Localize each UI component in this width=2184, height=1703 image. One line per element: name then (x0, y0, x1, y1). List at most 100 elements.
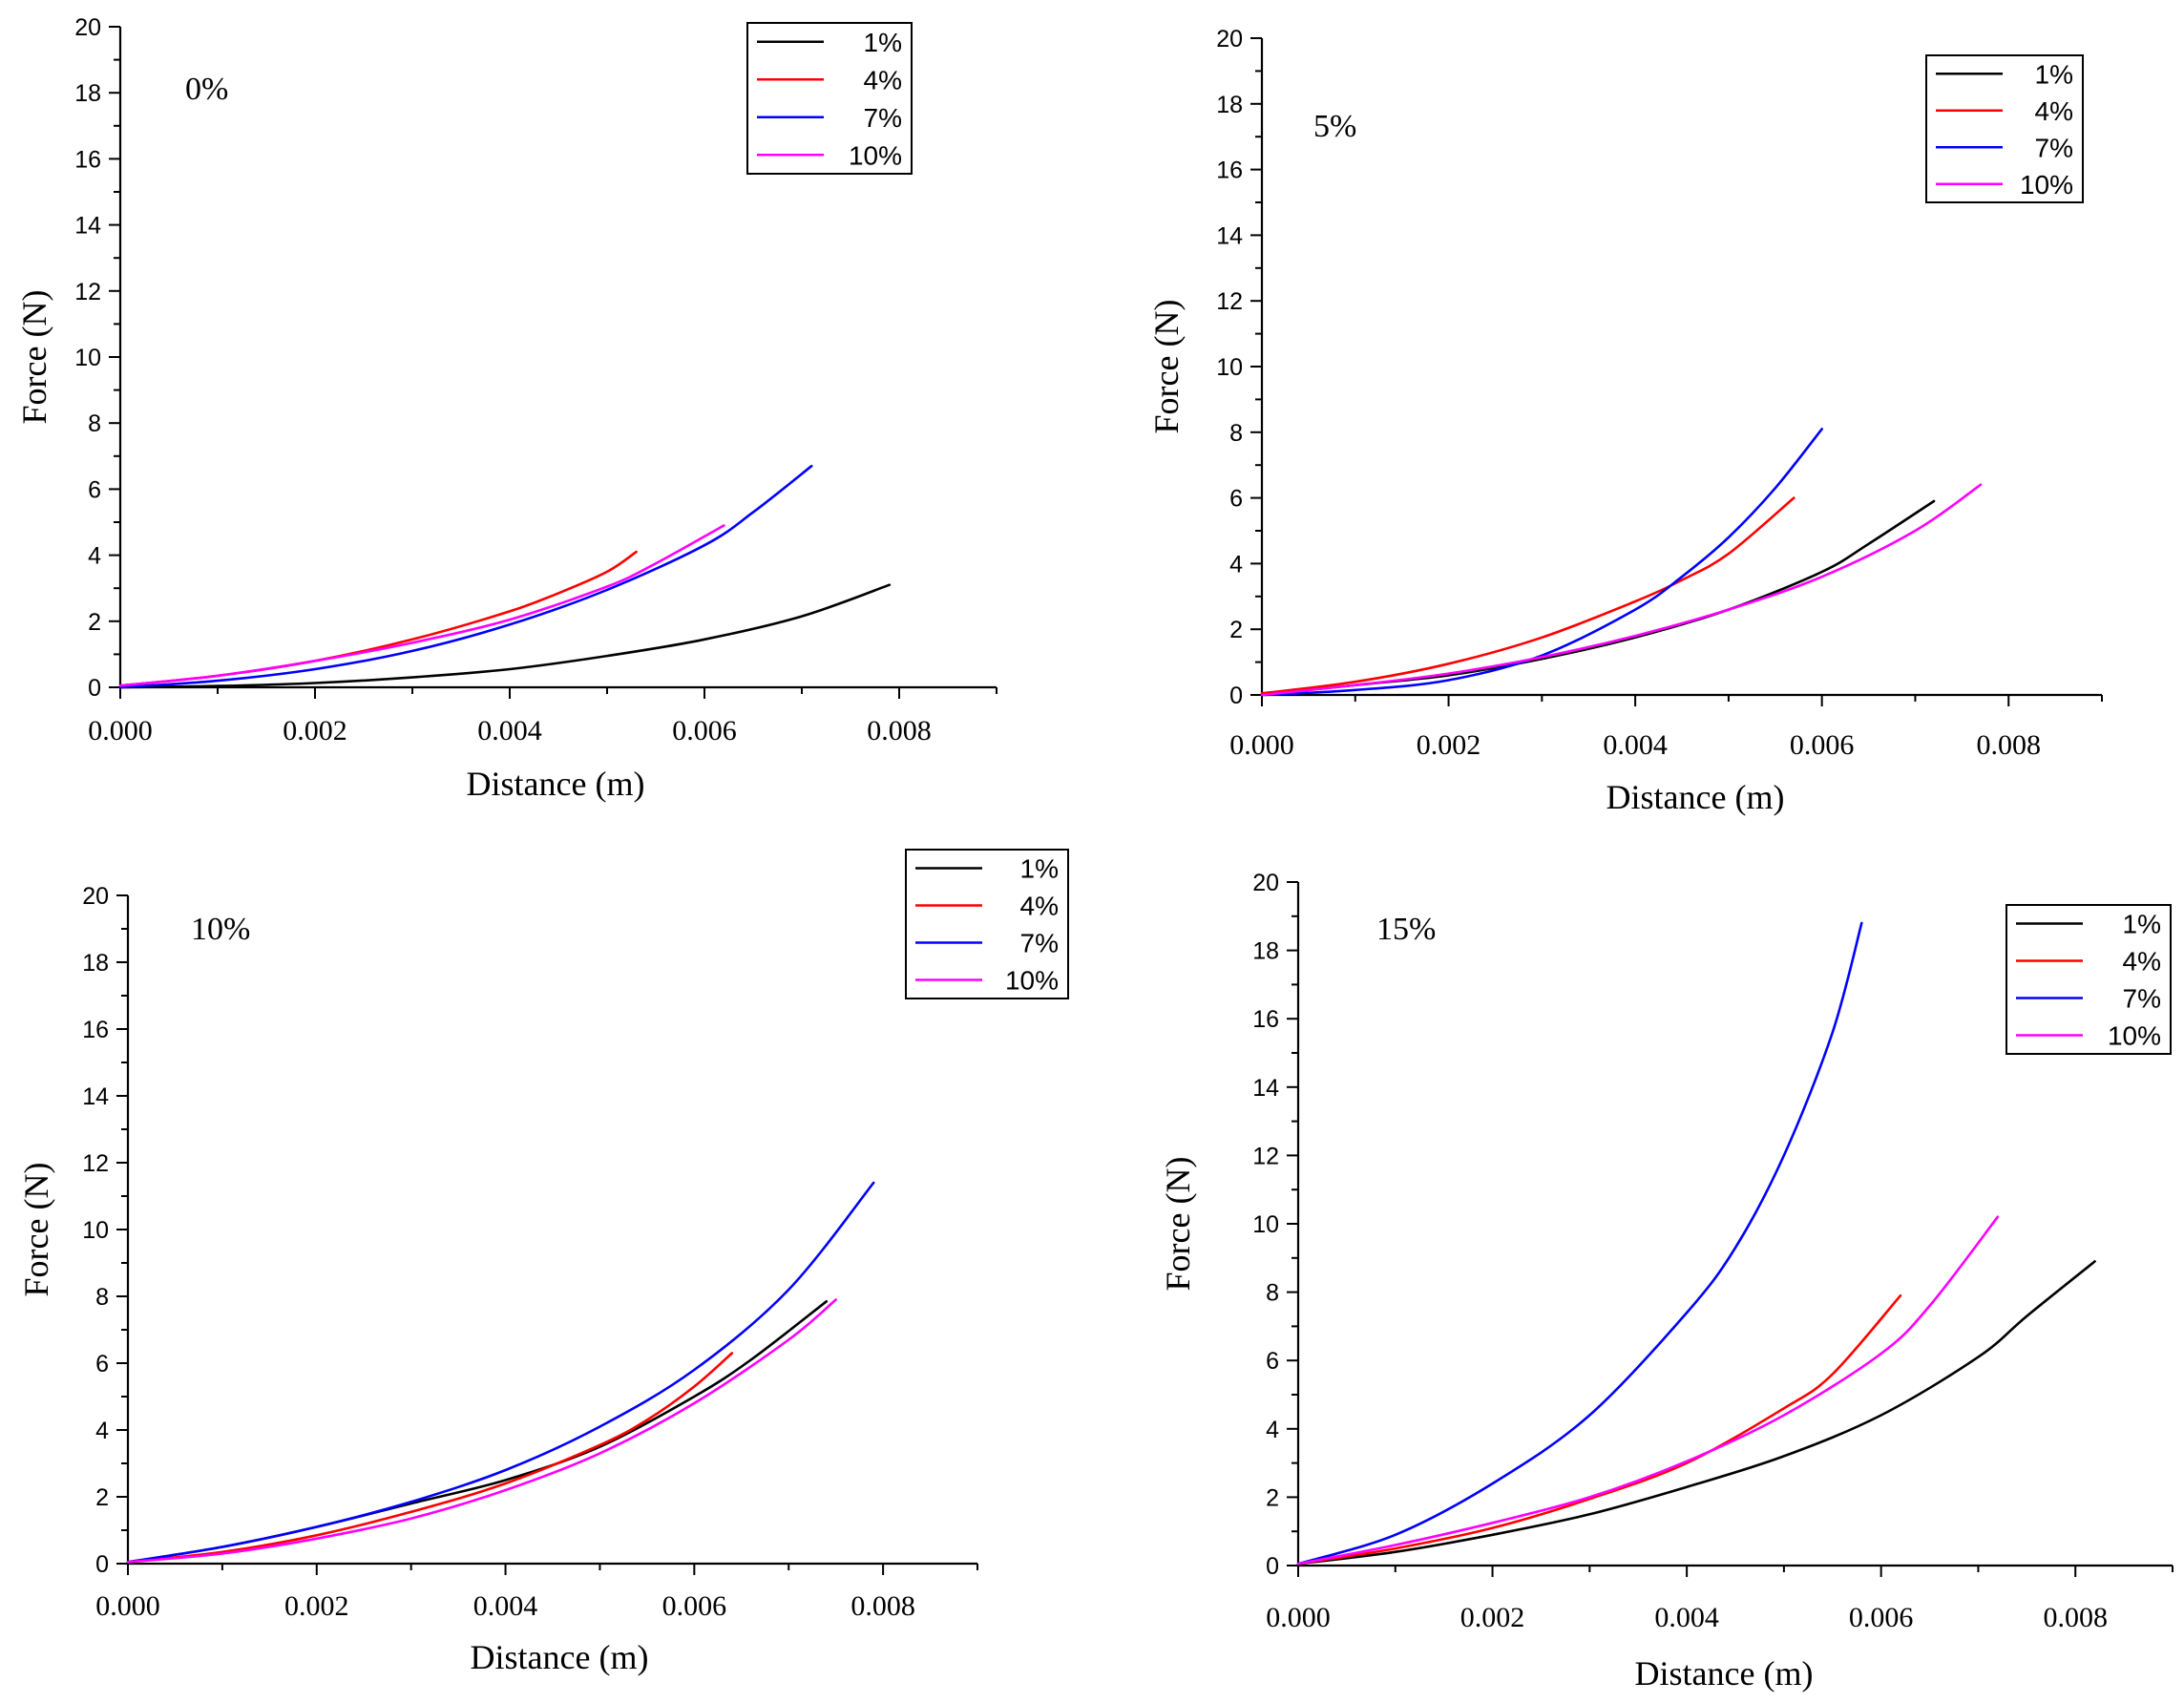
legend-label: 1% (1020, 854, 1059, 884)
x-tick-label: 0.004 (477, 715, 542, 746)
legend-label: 10% (1005, 966, 1059, 996)
legend-label: 10% (2020, 170, 2073, 200)
series-line-4pct (126, 1352, 734, 1564)
y-tick-label: 4 (1266, 1417, 1279, 1443)
y-tick-label: 18 (1216, 92, 1243, 118)
x-tick-label: 0.008 (867, 715, 932, 746)
y-tick-label: 2 (1229, 617, 1243, 643)
y-tick-label: 16 (1216, 158, 1243, 184)
y-tick-label: 10 (1216, 354, 1243, 381)
x-tick-label: 0.000 (88, 715, 153, 746)
y-tick-label: 18 (82, 950, 109, 977)
series-line-10pct (1296, 1215, 2000, 1566)
series-line-1pct (118, 583, 892, 689)
y-axis-title: Force (N) (1159, 1157, 1197, 1292)
legend-label: 7% (2035, 133, 2073, 162)
legend-label: 7% (1020, 929, 1059, 958)
y-tick-label: 2 (1266, 1484, 1279, 1511)
y-tick-label: 16 (82, 1017, 109, 1043)
y-tick-label: 12 (82, 1150, 109, 1177)
series-line-1pct (1260, 499, 1936, 697)
x-axis-title: Distance (m) (1635, 1654, 1814, 1692)
panel-title: 5% (1313, 109, 1356, 144)
series-line-7pct (126, 1181, 875, 1564)
y-tick-label: 20 (82, 883, 109, 910)
y-tick-label: 12 (1216, 288, 1243, 315)
legend-label: 4% (2123, 947, 2161, 977)
legend-label: 1% (864, 28, 902, 57)
y-tick-label: 12 (74, 279, 101, 305)
chart-panel-2: 0 2 4 6 8 10 12 14 16 18 20 0.000 0.002 0.004 0.006 0.0… (17, 849, 1069, 1676)
y-tick-label: 14 (74, 213, 101, 240)
y-tick-label: 4 (95, 1418, 109, 1444)
y-tick-label: 8 (88, 410, 101, 437)
series-line-1pct (126, 1300, 829, 1564)
y-tick-label: 6 (88, 476, 101, 503)
y-tick-label: 18 (74, 80, 101, 107)
legend-label: 1% (2035, 59, 2073, 89)
y-tick-label: 10 (74, 345, 101, 371)
y-tick-label: 6 (1229, 486, 1243, 513)
y-tick-label: 6 (1266, 1348, 1279, 1375)
y-tick-label: 0 (1229, 683, 1243, 709)
legend: 1% 4% 7% 10% (905, 849, 1069, 999)
y-tick-label: 8 (1229, 420, 1243, 447)
y-axis-title: Force (N) (17, 1163, 55, 1297)
x-tick-label: 0.002 (1417, 729, 1481, 761)
legend: 1% 4% 7% 10% (746, 22, 913, 175)
x-tick-label: 0.002 (284, 1590, 349, 1622)
x-tick-label: 0.000 (95, 1590, 160, 1622)
x-tick-label: 0.006 (1849, 1602, 1914, 1633)
x-tick-label: 0.008 (850, 1590, 915, 1622)
y-tick-label: 0 (95, 1551, 109, 1578)
x-tick-label: 0.004 (473, 1590, 538, 1622)
legend: 1% 4% 7% 10% (1925, 54, 2084, 203)
legend-box (2006, 904, 2172, 1055)
y-tick-label: 2 (88, 609, 101, 636)
x-tick-label: 0.008 (1976, 729, 2041, 761)
y-tick-label: 18 (1252, 938, 1279, 965)
series-line-1pct (1296, 1260, 2096, 1566)
x-tick-label: 0.002 (283, 715, 347, 746)
legend-label: 10% (2108, 1021, 2161, 1051)
y-tick-label: 10 (1252, 1211, 1279, 1238)
legend-box (905, 849, 1069, 999)
series-line-7pct (1260, 428, 1823, 697)
y-tick-label: 0 (88, 675, 101, 702)
series-line-10pct (1260, 483, 1983, 697)
x-axis-title: Distance (m) (1606, 778, 1785, 816)
series-line-4pct (118, 550, 638, 687)
legend-label: 7% (2123, 984, 2161, 1014)
legend-label: 10% (849, 140, 902, 170)
panel-title: 10% (191, 912, 250, 947)
y-tick-label: 2 (95, 1484, 109, 1511)
x-tick-label: 0.006 (672, 715, 737, 746)
y-tick-label: 0 (1266, 1553, 1279, 1580)
x-tick-label: 0.004 (1603, 729, 1668, 761)
y-tick-label: 14 (82, 1083, 109, 1110)
legend-label: 4% (864, 65, 902, 95)
x-tick-label: 0.008 (2043, 1602, 2108, 1633)
y-tick-label: 20 (1216, 26, 1243, 53)
series-line-7pct (118, 464, 813, 689)
chart-panel-0: 0 2 4 6 8 10 12 14 16 18 20 0.000 0.002 0.004 0.006 0.0… (15, 14, 998, 803)
y-axis-title: Force (N) (15, 290, 53, 425)
y-tick-label: 12 (1252, 1143, 1279, 1169)
series-line-10pct (126, 1298, 837, 1564)
legend-box (1925, 54, 2084, 203)
x-tick-label: 0.000 (1266, 1602, 1331, 1633)
y-tick-label: 6 (95, 1351, 109, 1377)
x-tick-label: 0.004 (1654, 1602, 1719, 1633)
series-line-7pct (1296, 921, 1863, 1566)
legend-label: 4% (2035, 96, 2073, 126)
y-tick-label: 20 (1252, 870, 1279, 896)
x-axis-title: Distance (m) (471, 1638, 649, 1676)
y-tick-label: 20 (74, 14, 101, 41)
y-tick-label: 14 (1252, 1075, 1279, 1102)
y-tick-label: 4 (88, 543, 101, 570)
y-axis-title: Force (N) (1147, 300, 1186, 434)
legend: 1% 4% 7% 10% (2006, 904, 2172, 1055)
chart-panel-3: 0 2 4 6 8 10 12 14 16 18 20 0.000 0.002 0.004 0.006 0.0… (1159, 870, 2174, 1692)
x-tick-label: 0.006 (1790, 729, 1855, 761)
legend-box (746, 22, 913, 175)
